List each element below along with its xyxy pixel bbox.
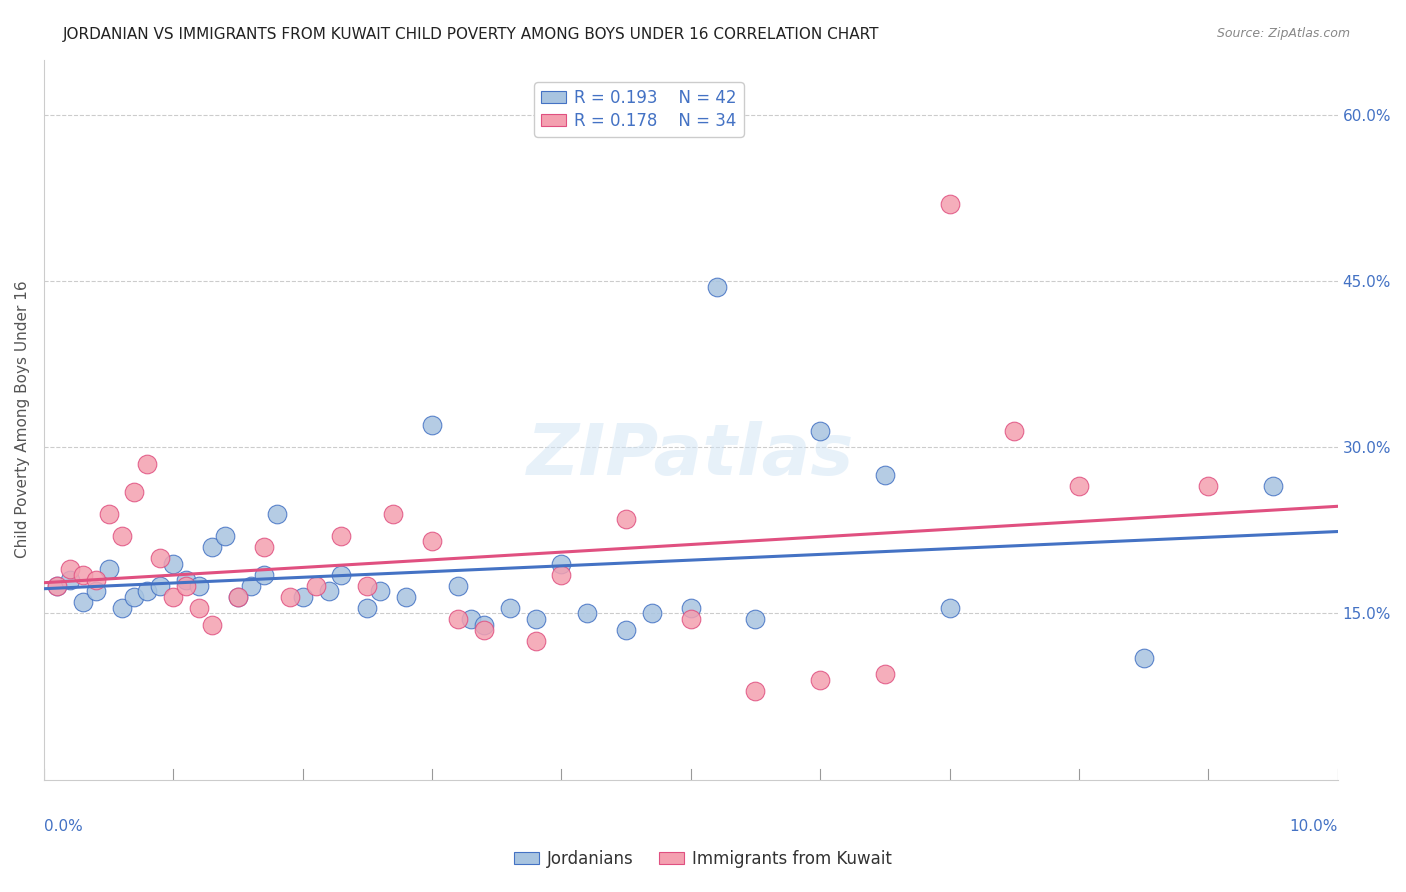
Point <box>330 529 353 543</box>
Point <box>110 601 132 615</box>
Point <box>149 551 172 566</box>
Point <box>174 579 197 593</box>
Point <box>641 607 664 621</box>
Point <box>226 590 249 604</box>
Text: 0.0%: 0.0% <box>44 819 83 834</box>
Point <box>97 562 120 576</box>
Point <box>498 601 520 615</box>
Point <box>149 579 172 593</box>
Point <box>253 540 276 554</box>
Point <box>278 590 301 604</box>
Point <box>938 196 960 211</box>
Point <box>304 579 326 593</box>
Point <box>45 579 67 593</box>
Point <box>72 567 94 582</box>
Legend: Jordanians, Immigrants from Kuwait: Jordanians, Immigrants from Kuwait <box>508 844 898 875</box>
Point <box>382 507 405 521</box>
Point <box>614 623 637 637</box>
Point <box>59 573 82 587</box>
Point <box>1002 424 1025 438</box>
Point <box>188 601 211 615</box>
Point <box>330 567 353 582</box>
Text: 10.0%: 10.0% <box>1289 819 1337 834</box>
Point <box>110 529 132 543</box>
Point <box>356 579 378 593</box>
Point <box>744 612 766 626</box>
Point <box>472 617 495 632</box>
Point <box>614 512 637 526</box>
Point <box>1067 479 1090 493</box>
Point <box>214 529 236 543</box>
Point <box>679 612 702 626</box>
Point <box>318 584 340 599</box>
Point <box>576 607 599 621</box>
Point <box>97 507 120 521</box>
Text: JORDANIAN VS IMMIGRANTS FROM KUWAIT CHILD POVERTY AMONG BOYS UNDER 16 CORRELATIO: JORDANIAN VS IMMIGRANTS FROM KUWAIT CHIL… <box>63 27 880 42</box>
Point <box>395 590 418 604</box>
Point <box>368 584 391 599</box>
Point <box>174 573 197 587</box>
Point <box>201 540 224 554</box>
Text: Source: ZipAtlas.com: Source: ZipAtlas.com <box>1216 27 1350 40</box>
Point <box>162 590 184 604</box>
Point <box>447 612 470 626</box>
Point <box>226 590 249 604</box>
Point <box>679 601 702 615</box>
Point <box>873 667 896 681</box>
Point <box>873 468 896 483</box>
Point <box>201 617 224 632</box>
Point <box>188 579 211 593</box>
Point <box>1132 650 1154 665</box>
Point <box>447 579 470 593</box>
Legend: R = 0.193    N = 42, R = 0.178    N = 34: R = 0.193 N = 42, R = 0.178 N = 34 <box>534 82 744 136</box>
Point <box>524 612 547 626</box>
Point <box>136 457 159 471</box>
Point <box>266 507 288 521</box>
Point <box>162 557 184 571</box>
Point <box>1197 479 1219 493</box>
Point <box>253 567 276 582</box>
Point <box>124 590 146 604</box>
Point <box>744 684 766 698</box>
Point <box>808 424 831 438</box>
Point <box>808 673 831 687</box>
Point <box>124 484 146 499</box>
Point <box>72 595 94 609</box>
Point <box>938 601 960 615</box>
Point <box>239 579 262 593</box>
Point <box>524 634 547 648</box>
Point <box>472 623 495 637</box>
Point <box>356 601 378 615</box>
Point <box>136 584 159 599</box>
Point <box>84 584 107 599</box>
Point <box>59 562 82 576</box>
Point <box>706 279 728 293</box>
Y-axis label: Child Poverty Among Boys Under 16: Child Poverty Among Boys Under 16 <box>15 281 30 558</box>
Point <box>84 573 107 587</box>
Text: ZIPatlas: ZIPatlas <box>527 421 855 490</box>
Point <box>1261 479 1284 493</box>
Point <box>420 418 443 433</box>
Point <box>45 579 67 593</box>
Point <box>550 567 572 582</box>
Point <box>420 534 443 549</box>
Point <box>550 557 572 571</box>
Point <box>460 612 482 626</box>
Point <box>291 590 314 604</box>
